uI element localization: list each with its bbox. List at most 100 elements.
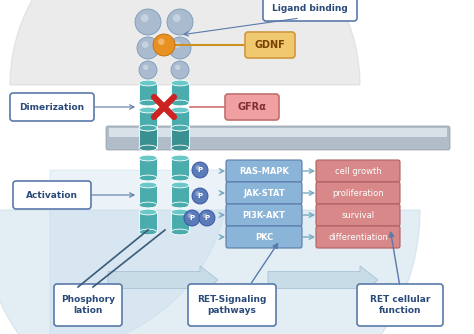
Text: proliferation: proliferation [332, 188, 384, 197]
FancyBboxPatch shape [109, 128, 447, 137]
FancyBboxPatch shape [226, 204, 302, 226]
Bar [171, 158, 189, 178]
Ellipse shape [139, 100, 157, 106]
Ellipse shape [171, 107, 189, 113]
FancyBboxPatch shape [225, 94, 279, 120]
FancyBboxPatch shape [13, 181, 91, 209]
FancyBboxPatch shape [357, 284, 443, 326]
Circle shape [188, 213, 192, 218]
FancyBboxPatch shape [54, 284, 122, 326]
Circle shape [202, 213, 208, 218]
Circle shape [137, 37, 159, 59]
FancyBboxPatch shape [316, 160, 400, 182]
Ellipse shape [171, 80, 189, 86]
Bar [139, 128, 157, 148]
Bar [139, 83, 157, 103]
Circle shape [199, 210, 215, 226]
Text: Activation: Activation [26, 190, 78, 199]
Text: P: P [198, 167, 202, 173]
Ellipse shape [171, 125, 189, 131]
FancyBboxPatch shape [226, 182, 302, 204]
Circle shape [141, 14, 149, 22]
Circle shape [196, 191, 201, 196]
FancyBboxPatch shape [226, 160, 302, 182]
Circle shape [174, 41, 181, 48]
Ellipse shape [171, 100, 189, 106]
Ellipse shape [171, 125, 189, 131]
Text: PI3K-AKT: PI3K-AKT [243, 210, 285, 219]
FancyArrow shape [108, 266, 218, 294]
Wedge shape [10, 0, 360, 85]
Circle shape [175, 64, 181, 70]
Bar [171, 83, 189, 103]
Circle shape [192, 162, 208, 178]
FancyArrow shape [268, 266, 378, 294]
Circle shape [135, 9, 161, 35]
Circle shape [184, 210, 200, 226]
Bar [139, 110, 157, 128]
Text: P: P [204, 215, 210, 221]
Circle shape [192, 188, 208, 204]
Ellipse shape [139, 125, 157, 131]
Circle shape [169, 37, 191, 59]
Text: P: P [190, 215, 194, 221]
Bar [171, 212, 189, 232]
Ellipse shape [139, 229, 157, 235]
Circle shape [171, 61, 189, 79]
Text: Ligand binding: Ligand binding [272, 3, 348, 12]
Text: GDNF: GDNF [255, 40, 285, 50]
Circle shape [143, 64, 148, 70]
Circle shape [196, 165, 201, 170]
FancyBboxPatch shape [263, 0, 357, 21]
Ellipse shape [139, 202, 157, 208]
Circle shape [139, 61, 157, 79]
Ellipse shape [139, 125, 157, 131]
Ellipse shape [171, 145, 189, 151]
Text: PKC: PKC [255, 232, 273, 241]
Ellipse shape [139, 155, 157, 161]
Text: RET-Signaling
pathways: RET-Signaling pathways [197, 295, 267, 315]
Wedge shape [0, 210, 420, 334]
Circle shape [153, 34, 175, 56]
Ellipse shape [171, 202, 189, 208]
Text: RET cellular
function: RET cellular function [370, 295, 430, 315]
FancyBboxPatch shape [316, 204, 400, 226]
Text: Phosphory
lation: Phosphory lation [61, 295, 115, 315]
Ellipse shape [171, 209, 189, 215]
Bar [171, 110, 189, 128]
Circle shape [167, 9, 193, 35]
Circle shape [158, 38, 164, 45]
Ellipse shape [171, 175, 189, 181]
Bar [139, 212, 157, 232]
Ellipse shape [139, 209, 157, 215]
Bar [171, 128, 189, 148]
Ellipse shape [139, 145, 157, 151]
Text: Dimerization: Dimerization [19, 103, 84, 112]
Bar [139, 185, 157, 205]
Wedge shape [50, 170, 230, 334]
FancyBboxPatch shape [106, 126, 450, 150]
Ellipse shape [171, 155, 189, 161]
FancyBboxPatch shape [188, 284, 276, 326]
FancyBboxPatch shape [316, 182, 400, 204]
FancyBboxPatch shape [226, 226, 302, 248]
Bar [139, 158, 157, 178]
Ellipse shape [139, 107, 157, 113]
Text: survival: survival [341, 210, 374, 219]
Circle shape [173, 14, 181, 22]
FancyBboxPatch shape [245, 32, 295, 58]
Text: P: P [198, 193, 202, 199]
Ellipse shape [171, 182, 189, 188]
Ellipse shape [139, 175, 157, 181]
Ellipse shape [139, 182, 157, 188]
Bar [171, 185, 189, 205]
Text: JAK-STAT: JAK-STAT [243, 188, 285, 197]
Text: RAS-MAPK: RAS-MAPK [239, 167, 289, 175]
Text: differentiation: differentiation [328, 232, 388, 241]
FancyBboxPatch shape [10, 93, 94, 121]
Circle shape [142, 41, 148, 48]
Ellipse shape [139, 80, 157, 86]
Text: GFRα: GFRα [237, 102, 266, 112]
Ellipse shape [171, 229, 189, 235]
Text: cell growth: cell growth [335, 167, 381, 175]
